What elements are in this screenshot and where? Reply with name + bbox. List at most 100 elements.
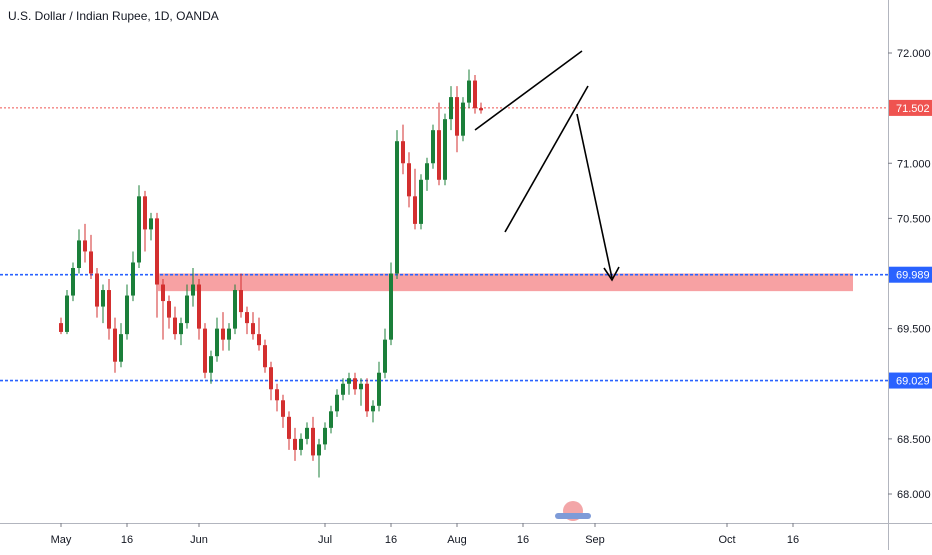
candle-body <box>131 262 135 296</box>
price-label-box <box>889 372 932 389</box>
candle-body <box>353 378 357 390</box>
target-arrowhead <box>603 266 620 282</box>
candle-body <box>143 196 147 230</box>
candle-body <box>191 284 195 296</box>
price-label-box <box>889 266 932 283</box>
candle-body <box>167 301 171 318</box>
candle-body <box>251 323 255 335</box>
time-tick-label: Jun <box>190 534 208 546</box>
candle-body <box>365 383 369 412</box>
target-arrow-line <box>576 113 613 279</box>
candle-body <box>329 411 333 428</box>
time-tick-label: Sep <box>585 534 605 546</box>
candle-body <box>425 163 429 180</box>
time-tick-label: 16 <box>787 534 799 546</box>
candle-body <box>323 427 327 445</box>
candle-body <box>413 196 417 224</box>
wedge-upper-line <box>474 50 583 131</box>
candle-body <box>197 284 201 329</box>
candle-body <box>77 240 81 268</box>
candle-body <box>293 438 297 450</box>
candle-body <box>437 130 441 180</box>
candle-body <box>89 251 93 274</box>
candle-body <box>377 372 381 406</box>
candle-body <box>467 80 471 103</box>
candle-body <box>227 328 231 340</box>
time-tick-label: 16 <box>517 534 529 546</box>
candle-body <box>461 102 465 136</box>
candle-body <box>83 240 87 252</box>
resistance-zone <box>158 273 853 292</box>
price-label-box <box>889 99 932 116</box>
candle-body <box>455 97 459 136</box>
candle-body <box>407 163 411 197</box>
time-tick-label: May <box>51 534 72 546</box>
candle-body <box>275 389 279 401</box>
time-tick-label: Aug <box>447 534 467 546</box>
candle-body <box>287 416 291 439</box>
candle-body <box>383 339 387 373</box>
candle-body <box>107 290 111 329</box>
candle-body <box>101 290 105 307</box>
candle-body <box>113 328 117 362</box>
chart-title: U.S. Dollar / Indian Rupee, 1D, OANDA <box>8 9 219 23</box>
wedge-lower-line <box>504 85 589 233</box>
candle-body <box>479 108 483 111</box>
time-tick-label: Oct <box>718 534 735 546</box>
candle-body <box>137 196 141 263</box>
price-label: 69.989 <box>896 270 930 282</box>
candle-body <box>71 267 75 296</box>
candle-body <box>395 141 399 274</box>
price-tick-label: 72.000 <box>897 48 931 60</box>
candle-body <box>209 356 213 373</box>
candle-body <box>305 427 309 439</box>
price-tick-label: 68.500 <box>897 434 931 446</box>
candle-body <box>245 312 249 324</box>
candle-body <box>125 295 129 335</box>
candle-body <box>473 80 477 109</box>
price-tick-label: 68.000 <box>897 489 931 501</box>
candle-body <box>149 218 153 230</box>
candle-body <box>203 328 207 373</box>
candle-body <box>185 295 189 324</box>
candle-body <box>359 383 363 390</box>
candle-body <box>65 295 69 332</box>
candle-body <box>281 400 285 417</box>
candle-body <box>59 323 63 332</box>
candle-body <box>431 130 435 164</box>
candle-body <box>341 383 345 395</box>
candle-body <box>95 273 99 307</box>
candle-body <box>335 394 339 412</box>
candle-body <box>215 328 219 357</box>
candle-body <box>443 119 447 180</box>
candle-body <box>449 97 453 120</box>
candle-body <box>161 284 165 302</box>
candle-body <box>239 290 243 313</box>
candle-body <box>233 290 237 329</box>
candle-body <box>299 438 303 450</box>
candle-body <box>263 345 267 368</box>
candle-body <box>401 141 405 164</box>
price-tick-label: 71.000 <box>897 158 931 170</box>
candle-body <box>389 273 393 340</box>
candle-body <box>221 328 225 340</box>
price-label: 69.029 <box>896 376 930 388</box>
candle-body <box>419 179 423 224</box>
price-tick-label: 69.500 <box>897 324 931 336</box>
candle-body <box>155 218 159 285</box>
candle-body <box>347 378 351 384</box>
candle-body <box>179 323 183 335</box>
time-tick-label: 16 <box>385 534 397 546</box>
candle-body <box>371 405 375 412</box>
watermark-logo-band <box>555 513 591 519</box>
time-tick-label: 16 <box>121 534 133 546</box>
candle-body <box>119 334 123 362</box>
candle-body <box>311 427 315 456</box>
candle-body <box>269 367 273 390</box>
candle-body <box>173 317 177 335</box>
time-tick-label: Jul <box>318 534 332 546</box>
price-label: 71.502 <box>896 103 930 115</box>
candle-body <box>257 334 261 346</box>
